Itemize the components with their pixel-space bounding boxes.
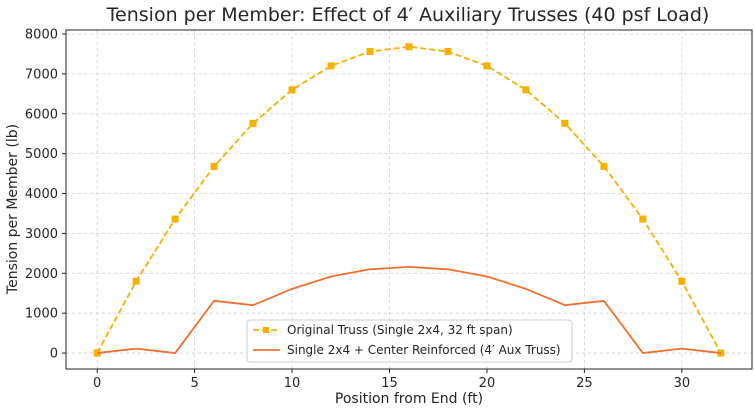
legend-swatch-original-marker (263, 327, 269, 333)
x-tick-label: 25 (576, 376, 593, 391)
series-1-point (366, 48, 374, 56)
series-1-point (171, 215, 179, 223)
series-1-point (444, 48, 452, 56)
series-1-point (678, 277, 686, 285)
y-axis-label: Tension per Member (lb) (5, 124, 21, 295)
series-1-point (132, 277, 140, 285)
plot-area-frame (65, 29, 753, 370)
series-line-2 (97, 265, 721, 354)
x-tick-label: 5 (190, 376, 198, 391)
y-tick-label: 6000 (25, 107, 58, 122)
y-tick-label: 2000 (25, 267, 58, 282)
legend: Original Truss (Single 2x4, 32 ft span) … (246, 319, 573, 363)
series-group (93, 43, 725, 357)
x-axis-label: Position from End (ft) (335, 391, 483, 407)
series-1-point (249, 119, 257, 127)
x-tick-label: 0 (93, 376, 101, 391)
series-1-point (405, 43, 413, 51)
axes: 0 5 10 15 20 25 30 0 1000 2000 3000 4000 5000 6000 700… (25, 27, 690, 391)
series-1-point (327, 62, 335, 70)
series-1-point (561, 119, 569, 127)
legend-label-original: Original Truss (Single 2x4, 32 ft span) (287, 323, 513, 337)
x-tick-label: 30 (674, 376, 691, 391)
y-tick-label: 3000 (25, 227, 58, 242)
y-tick-label: 8000 (25, 27, 58, 42)
y-tick-label: 0 (50, 347, 58, 362)
series-1-point (522, 86, 530, 94)
x-tick-label: 15 (381, 376, 398, 391)
series-1-point (210, 162, 218, 170)
series-1-point (483, 62, 491, 70)
chart-title: Tension per Member: Effect of 4′ Auxilia… (106, 4, 710, 26)
x-tick-label: 10 (284, 376, 301, 391)
series-1-point (639, 215, 647, 223)
series-1-point (600, 162, 608, 170)
legend-box (246, 319, 573, 363)
series-1-point (288, 86, 296, 94)
y-tick-label: 7000 (25, 67, 58, 82)
x-tick-label: 20 (479, 376, 496, 391)
y-tick-label: 4000 (25, 187, 58, 202)
grid-lines (66, 30, 752, 369)
y-tick-label: 5000 (25, 147, 58, 162)
series-line-1 (96, 45, 722, 354)
y-tick-label: 1000 (25, 307, 58, 322)
legend-label-reinforced: Single 2x4 + Center Reinforced (4′ Aux T… (287, 343, 561, 357)
